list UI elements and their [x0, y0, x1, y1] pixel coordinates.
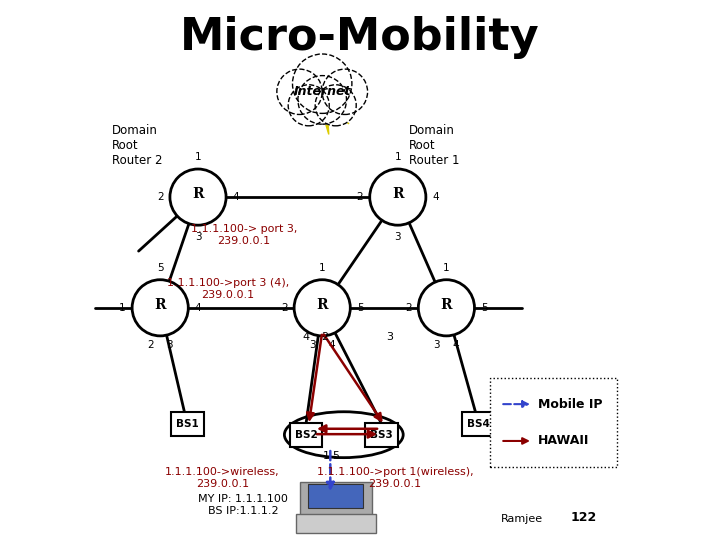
Circle shape — [315, 85, 356, 126]
Text: BS4: BS4 — [467, 419, 490, 429]
FancyBboxPatch shape — [365, 423, 398, 447]
FancyBboxPatch shape — [171, 412, 204, 436]
Polygon shape — [319, 94, 349, 124]
Circle shape — [418, 280, 474, 336]
Text: Domain
Root
Router 1: Domain Root Router 1 — [409, 124, 459, 167]
Polygon shape — [318, 97, 329, 134]
Circle shape — [298, 76, 346, 124]
Text: 4: 4 — [432, 192, 439, 202]
Text: Ramjee: Ramjee — [500, 514, 543, 524]
Circle shape — [323, 69, 368, 114]
Text: 2: 2 — [405, 303, 412, 313]
Text: R: R — [441, 298, 452, 312]
Text: 1: 1 — [323, 451, 330, 461]
Text: Internet: Internet — [294, 85, 351, 98]
Text: 122: 122 — [571, 511, 597, 524]
FancyBboxPatch shape — [300, 482, 372, 517]
Text: 3: 3 — [395, 232, 401, 242]
FancyBboxPatch shape — [490, 378, 616, 467]
Polygon shape — [287, 84, 324, 102]
Text: 4: 4 — [328, 340, 336, 350]
Text: R: R — [155, 298, 166, 312]
Text: 5: 5 — [332, 451, 339, 461]
Text: 1: 1 — [119, 303, 126, 313]
Polygon shape — [318, 59, 327, 97]
Text: 1.1.1.100-> port 3,
239.0.0.1: 1.1.1.100-> port 3, 239.0.0.1 — [191, 224, 297, 246]
Text: 5: 5 — [356, 303, 364, 313]
Text: 1: 1 — [395, 152, 401, 162]
FancyBboxPatch shape — [462, 412, 495, 436]
Polygon shape — [287, 93, 324, 110]
Text: HAWAII: HAWAII — [539, 435, 590, 448]
Text: 2: 2 — [321, 333, 328, 342]
Text: 4: 4 — [302, 333, 310, 342]
Text: 4: 4 — [233, 192, 239, 202]
Circle shape — [288, 85, 329, 126]
Text: 5: 5 — [157, 263, 163, 273]
Text: 3: 3 — [386, 333, 393, 342]
Text: 2: 2 — [356, 192, 364, 202]
Text: R: R — [192, 187, 204, 201]
Text: 4: 4 — [453, 340, 459, 350]
Polygon shape — [319, 66, 344, 100]
Circle shape — [370, 169, 426, 225]
Text: 2: 2 — [147, 340, 154, 350]
Text: 3: 3 — [309, 340, 316, 350]
Text: BS1: BS1 — [176, 419, 199, 429]
Text: Domain
Root
Router 2: Domain Root Router 2 — [112, 124, 162, 167]
Text: 1: 1 — [443, 263, 450, 273]
Text: R: R — [317, 298, 328, 312]
Text: BS3: BS3 — [370, 430, 393, 440]
Circle shape — [276, 69, 323, 114]
Text: 1: 1 — [319, 263, 325, 273]
FancyBboxPatch shape — [296, 514, 376, 533]
Text: 1.1.1.100->wireless,
239.0.0.1: 1.1.1.100->wireless, 239.0.0.1 — [165, 467, 279, 489]
FancyBboxPatch shape — [289, 423, 323, 447]
Circle shape — [294, 280, 350, 336]
Text: Mobile IP: Mobile IP — [539, 397, 603, 410]
Text: R: R — [392, 187, 403, 201]
Circle shape — [132, 280, 188, 336]
Text: 1: 1 — [194, 152, 202, 162]
Text: 1.1.1.100->port 1(wireless),
239.0.0.1: 1.1.1.100->port 1(wireless), 239.0.0.1 — [317, 467, 474, 489]
Polygon shape — [321, 93, 359, 104]
Text: Micro-Mobility: Micro-Mobility — [180, 16, 540, 59]
Circle shape — [170, 169, 226, 225]
Polygon shape — [298, 68, 325, 100]
Polygon shape — [320, 81, 356, 101]
Text: 2: 2 — [157, 192, 163, 202]
Text: 3: 3 — [166, 340, 174, 350]
Circle shape — [292, 54, 352, 113]
Text: 3: 3 — [433, 340, 440, 350]
Text: MY IP: 1.1.1.100
BS IP:1.1.1.2: MY IP: 1.1.1.100 BS IP:1.1.1.2 — [198, 494, 288, 516]
Text: 3: 3 — [194, 232, 202, 242]
Text: 2: 2 — [281, 303, 288, 313]
Text: BS2: BS2 — [294, 430, 318, 440]
Text: 5: 5 — [481, 303, 487, 313]
FancyBboxPatch shape — [308, 484, 364, 508]
Text: 1.1.1.100->port 3 (4),
239.0.0.1: 1.1.1.100->port 3 (4), 239.0.0.1 — [166, 278, 289, 300]
Text: 4: 4 — [194, 303, 202, 313]
